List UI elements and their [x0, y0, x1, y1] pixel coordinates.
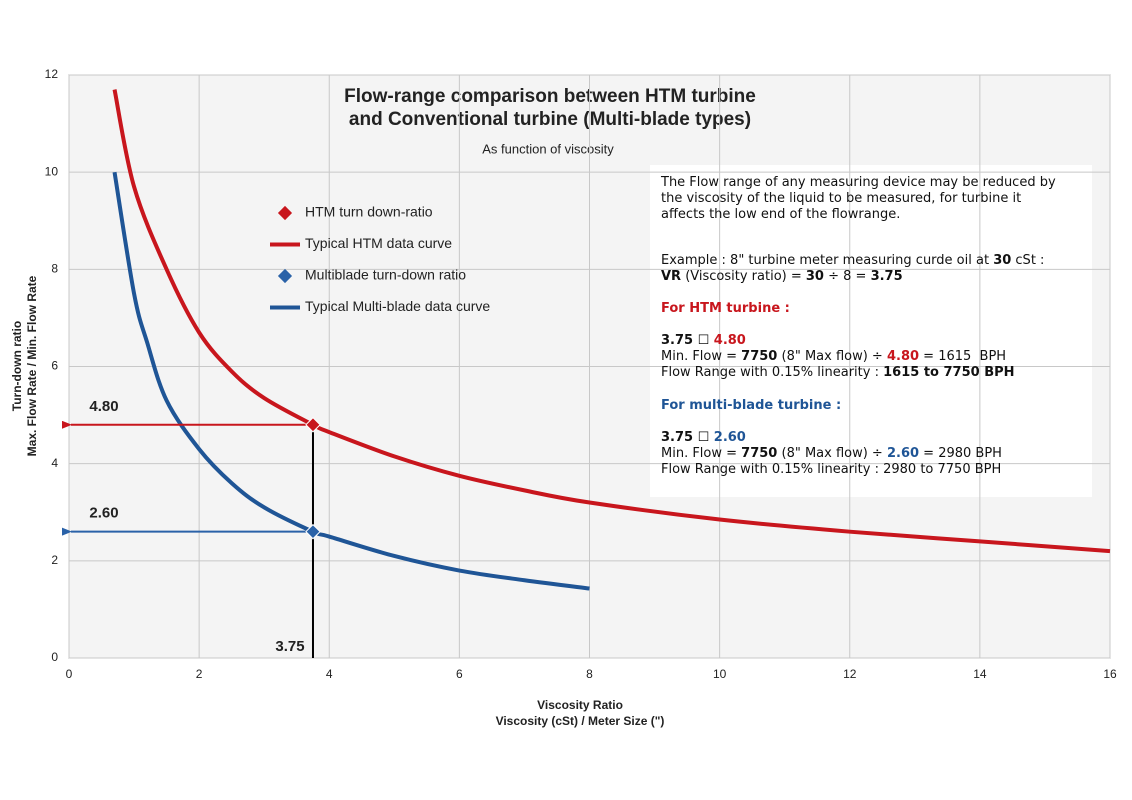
x-tick-label: 4 [326, 667, 333, 681]
note-line: Flow Range with 0.15% linearity : 1615 t… [661, 365, 1015, 380]
legend-label: Typical Multi-blade data curve [305, 298, 490, 314]
x-axis-label: Viscosity Ratio [537, 698, 623, 712]
point-marker [305, 523, 321, 540]
legend-label: Multiblade turn-down ratio [305, 267, 466, 283]
note-run: The Flow range of any measuring device m… [660, 175, 1056, 190]
note-line: For multi-blade turbine : [661, 398, 841, 413]
y-tick-label: 10 [45, 164, 59, 178]
note-run: 4.80 [714, 333, 746, 348]
note-run: (Viscosity ratio) = [681, 269, 806, 284]
chart-title: and Conventional turbine (Multi-blade ty… [349, 109, 751, 130]
note-line: 3.75 ☐ 4.80 [661, 333, 746, 348]
note-line: Min. Flow = 7750 (8" Max flow) ÷ 2.60 = … [661, 446, 1002, 461]
y-tick-label: 0 [51, 650, 58, 664]
note-run: (8" Max flow) ÷ [777, 446, 887, 461]
note-run: 7750 [741, 446, 777, 461]
data-line [112, 89, 1111, 554]
y-axis-label: Turn-down ratio [10, 321, 24, 411]
note-run: 3.75 ☐ [661, 430, 714, 445]
x-tick-label: 10 [713, 667, 727, 681]
note-run: Flow Range with 0.15% linearity : 2980 t… [661, 462, 1001, 477]
note-run: affects the low end of the flowrange. [661, 207, 900, 222]
legend-marker [277, 268, 293, 284]
value-label: 4.80 [89, 398, 118, 415]
x-tick-label: 0 [66, 667, 73, 681]
chart-subtitle: As function of viscosity [482, 141, 614, 156]
note-run: cSt : [1011, 253, 1044, 268]
point-marker [305, 417, 321, 433]
note-run: 1615 to 7750 BPH [883, 365, 1014, 380]
note-run: 2.60 [714, 430, 746, 445]
y-tick-label: 12 [45, 67, 59, 81]
y-tick-label: 4 [51, 456, 58, 470]
legend-label: Typical HTM data curve [305, 235, 452, 251]
note-run: 30 [993, 253, 1011, 268]
reference-label: 3.75 [275, 638, 304, 655]
note-line: Flow Range with 0.15% linearity : 2980 t… [661, 462, 1001, 477]
note-run: For multi-blade turbine : [661, 398, 841, 413]
note-run: 7750 [741, 349, 777, 364]
note-line: VR (Viscosity ratio) = 30 ÷ 8 = 3.75 [661, 269, 903, 284]
note-run: For HTM turbine : [661, 301, 790, 316]
note-line: Example : 8" turbine meter measuring cur… [661, 253, 1044, 268]
note-run: Min. Flow = [661, 446, 741, 461]
data-line [112, 171, 590, 591]
x-tick-label: 2 [196, 667, 203, 681]
legend-label: HTM turn down-ratio [305, 204, 433, 220]
note-line: For HTM turbine : [661, 301, 790, 316]
x-tick-label: 16 [1103, 667, 1117, 681]
chart-title: Flow-range comparison between HTM turbin… [344, 86, 756, 107]
note-run: 30 [806, 269, 824, 284]
note-run: 3.75 [871, 269, 903, 284]
note-run: (8" Max flow) ÷ [777, 349, 887, 364]
note-line: The Flow range of any measuring device m… [660, 175, 1056, 190]
note-run: ÷ 8 = [824, 269, 871, 284]
note-line: affects the low end of the flowrange. [661, 207, 900, 222]
note-run: 4.80 [887, 349, 919, 364]
note-run: Min. Flow = [661, 349, 741, 364]
x-tick-label: 12 [843, 667, 857, 681]
y-axis-label: Max. Flow Rate / Min. Flow Rate [25, 275, 39, 456]
y-tick-label: 8 [51, 262, 58, 276]
note-run: the viscosity of the liquid to be measur… [661, 191, 1021, 206]
note-box [650, 165, 1092, 497]
x-tick-label: 6 [456, 667, 463, 681]
y-tick-label: 2 [51, 553, 58, 567]
note-run: 2.60 [887, 446, 919, 461]
note-run: Example : 8" turbine meter measuring cur… [661, 253, 993, 268]
note-line: the viscosity of the liquid to be measur… [661, 191, 1021, 206]
x-tick-label: 14 [973, 667, 987, 681]
note-run: = 2980 BPH [919, 446, 1002, 461]
note-run: = 1615 BPH [919, 349, 1006, 364]
legend-marker [277, 205, 293, 221]
note-line: 3.75 ☐ 2.60 [661, 430, 746, 445]
note-run: 3.75 ☐ [661, 333, 714, 348]
value-label: 2.60 [89, 505, 118, 522]
x-tick-label: 8 [586, 667, 593, 681]
note-run: Flow Range with 0.15% linearity : [661, 365, 883, 380]
note-line: Min. Flow = 7750 (8" Max flow) ÷ 4.80 = … [661, 349, 1006, 364]
y-tick-label: 6 [51, 359, 58, 373]
note-run: VR [661, 269, 681, 284]
x-axis-label: Viscosity (cSt) / Meter Size (") [496, 714, 665, 728]
